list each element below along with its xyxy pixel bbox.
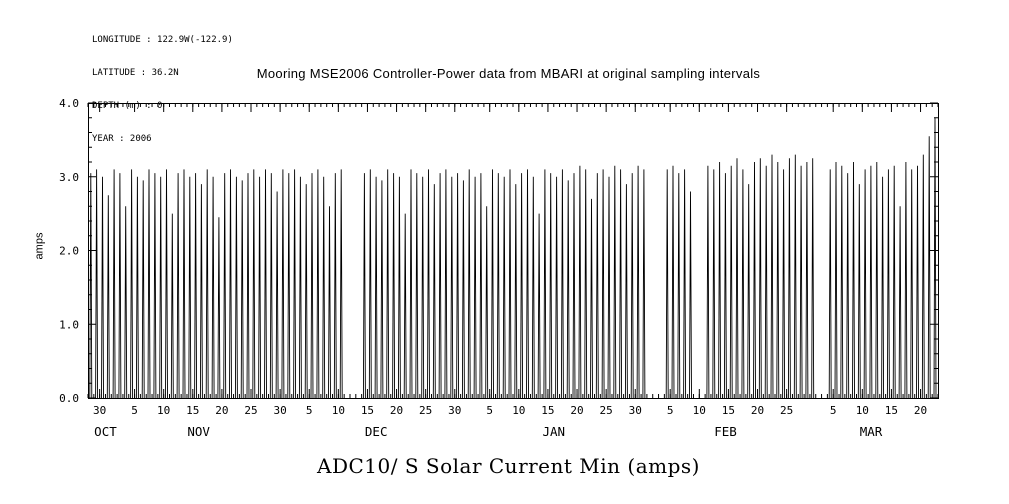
x-tick-label: 25 (600, 404, 613, 417)
x-tick-label: 25 (780, 404, 793, 417)
x-tick-label: 20 (751, 404, 764, 417)
x-tick-label: 25 (244, 404, 257, 417)
x-tick-label: 10 (157, 404, 170, 417)
y-tick-label: 3.0 (59, 171, 79, 184)
x-tick-label: 30 (93, 404, 106, 417)
metadata-year: YEAR : 2006 (92, 134, 152, 144)
x-tick-label: 15 (722, 404, 735, 417)
x-tick-label: 5 (131, 404, 138, 417)
plot-frame (88, 103, 939, 399)
x-tick-label: 10 (512, 404, 525, 417)
x-tick-label: 20 (570, 404, 583, 417)
solar-current-series (89, 117, 937, 399)
x-tick-label: 20 (914, 404, 927, 417)
x-tick-label: 5 (667, 404, 674, 417)
x-tick-label: 15 (186, 404, 199, 417)
metadata-longitude: LONGITUDE : 122.9W(-122.9) (92, 35, 233, 45)
y-tick-label: 2.0 (59, 245, 79, 258)
x-tick-label: 30 (448, 404, 461, 417)
x-month-label: OCT (94, 424, 117, 439)
x-tick-label: 30 (273, 404, 286, 417)
y-tick-label: 0.0 (59, 392, 79, 405)
chart-title: Mooring MSE2006 Controller-Power data fr… (256, 66, 761, 81)
x-tick-label: 10 (856, 404, 869, 417)
x-tick-label: 5 (486, 404, 493, 417)
x-tick-label: 30 (629, 404, 642, 417)
bottom-axis-title: ADC10/ S Solar Current Min (amps) (317, 454, 700, 478)
x-tick-label: 5 (830, 404, 837, 417)
x-tick-label: 15 (885, 404, 898, 417)
x-tick-label: 10 (332, 404, 345, 417)
metadata-latitude: LATITUDE : 36.2N (92, 68, 179, 78)
x-month-label: JAN (542, 424, 565, 439)
x-month-label: FEB (714, 424, 737, 439)
x-tick-label: 20 (390, 404, 403, 417)
x-month-label: DEC (365, 424, 388, 439)
y-tick-label: 1.0 (59, 318, 79, 331)
x-month-label: MAR (860, 424, 883, 439)
y-tick-label: 4.0 (59, 97, 79, 110)
x-tick-label: 25 (419, 404, 432, 417)
x-month-label: NOV (187, 424, 210, 439)
x-tick-label: 15 (541, 404, 554, 417)
x-tick-label: 5 (306, 404, 313, 417)
x-tick-label: 15 (361, 404, 374, 417)
x-tick-label: 20 (215, 404, 228, 417)
x-tick-label: 10 (693, 404, 706, 417)
